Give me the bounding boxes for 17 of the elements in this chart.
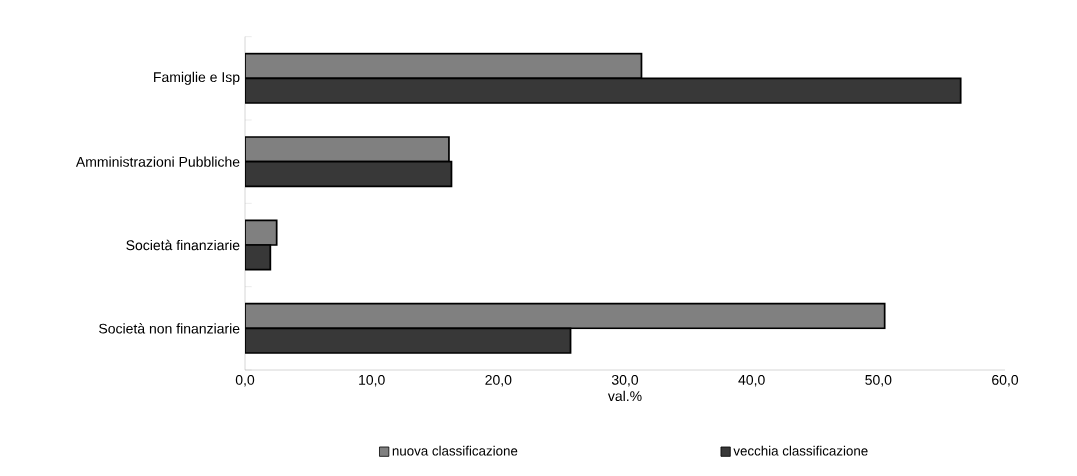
bar: [245, 77, 962, 104]
bar: [245, 327, 572, 354]
legend-label: nuova classificazione: [392, 445, 518, 456]
bar: [245, 136, 450, 163]
y-tick-label: Famiglie e Isp: [154, 71, 240, 85]
x-tick-label: 20,0: [485, 374, 512, 387]
legend-label: vecchia classificazione: [733, 445, 868, 456]
x-tick-label: 10,0: [359, 374, 385, 387]
x-tick-label: 60,0: [992, 374, 1019, 387]
x-axis-title: val.%: [607, 390, 642, 402]
y-tick-label: Società non finanziarie: [99, 323, 240, 334]
x-tick-label: 30,0: [611, 374, 639, 387]
x-tick-label: 0,0: [235, 374, 255, 387]
y-tick-label: Amministrazioni Pubbliche: [75, 156, 240, 167]
x-tick-label: 50,0: [865, 374, 892, 387]
x-tick-label: 40,0: [738, 374, 765, 387]
y-tick-label: Società finanziarie: [126, 239, 240, 251]
